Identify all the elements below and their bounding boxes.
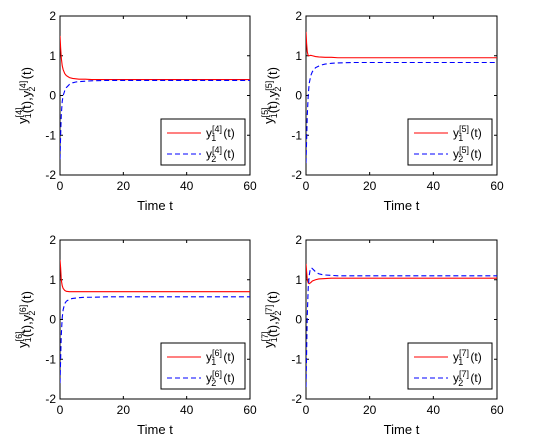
series-line-3-2 [60,296,250,384]
y-tick-label: 0 [49,313,56,327]
y-tick-label: -1 [45,128,56,142]
y-tick-label: -1 [45,352,56,366]
legend-entry: y[6] 1 (t) [206,348,235,367]
legend-3: y[6] 1 (t) y[6] 2 (t) [160,342,246,390]
x-tick-label: 20 [117,403,131,417]
series-line-1-1 [60,35,250,81]
y-tick-label: 0 [295,313,302,327]
legend-2: y[5] 1 (t) y[5] 2 (t) [407,118,493,166]
x-tick-label: 40 [427,403,441,417]
y-tick-label: 0 [49,89,56,103]
y-tick-label: 1 [295,273,302,287]
y-tick-label: 2 [49,9,56,23]
legend-entry: y[5] 2 (t) [453,145,482,164]
legend-box [160,342,246,390]
y-tick-label: -2 [45,392,56,406]
y-tick-label: 1 [49,49,56,63]
series-line-4-2 [306,267,497,388]
series-line-3-1 [60,259,250,293]
legend-entry: y[7] 2 (t) [453,369,482,388]
y-axis-label: y[5]1(t),y[5]2(t) [260,67,283,124]
chart-panel-1: 0 20 40 60 -2 -1 0 1 2 Time t y[4]1(t),y[4]2(t) y[4… [14,9,257,213]
legend-box [407,118,493,166]
y-tick-label: 2 [49,233,56,247]
y-axis-label: y[4]1(t),y[4]2(t) [14,67,37,124]
series-line-2-1 [306,31,497,59]
y-tick-label: -2 [291,168,302,182]
y-tick-label: 1 [295,49,302,63]
y-tick-label: 0 [295,89,302,103]
legend-entry: y[4] 2 (t) [206,145,235,164]
legend-4: y[7] 1 (t) y[7] 2 (t) [407,342,493,390]
legend-box [407,342,493,390]
x-tick-label: 20 [363,403,377,417]
x-tick-label: 60 [243,403,257,417]
chart-panel-2: 0 20 40 60 -2 -1 0 1 2 Time t y[5]1(t),y[5]2(t) y[5… [260,9,504,213]
legend-entry: y[5] 1 (t) [453,124,482,143]
x-tick-label: 0 [57,179,64,193]
series-line-4-1 [306,263,497,285]
x-tick-label: 60 [243,179,257,193]
legend-entry: y[4] 1 (t) [206,124,235,143]
series-line-1-2 [60,79,250,160]
series-line-2-2 [306,61,497,164]
y-tick-label: 1 [49,273,56,287]
y-axis-label: y[6]1(t),y[6]2(t) [14,291,37,348]
y-tick-label: -2 [45,168,56,182]
y-tick-label: -1 [291,128,302,142]
x-tick-label: 40 [180,179,194,193]
x-axis-label: Time t [384,198,420,213]
legend-entry: y[7] 1 (t) [453,348,482,367]
chart-panel-3: 0 20 40 60 -2 -1 0 1 2 Time t y[6]1(t),y[6]2(t) y[6… [14,233,257,437]
x-tick-label: 0 [57,403,64,417]
x-tick-label: 20 [117,179,131,193]
y-tick-label: -1 [291,352,302,366]
y-tick-label: 2 [295,233,302,247]
x-tick-label: 40 [180,403,194,417]
x-axis-label: Time t [137,198,173,213]
legend-box [160,118,246,166]
x-axis-label: Time t [137,422,173,437]
chart-panel-4: 0 20 40 60 -2 -1 0 1 2 Time t y[7]1(t),y[7]2(t) y[7… [260,233,504,437]
y-axis-label: y[7]1(t),y[7]2(t) [260,291,283,348]
x-tick-label: 60 [490,403,504,417]
y-tick-label: 2 [295,9,302,23]
x-tick-label: 0 [303,403,310,417]
x-tick-label: 40 [427,179,441,193]
x-tick-label: 60 [490,179,504,193]
y-tick-label: -2 [291,392,302,406]
legend-1: y[4] 1 (t) y[4] 2 (t) [160,118,246,166]
x-tick-label: 0 [303,179,310,193]
x-axis-label: Time t [384,422,420,437]
x-tick-label: 20 [363,179,377,193]
legend-entry: y[6] 2 (t) [206,369,235,388]
